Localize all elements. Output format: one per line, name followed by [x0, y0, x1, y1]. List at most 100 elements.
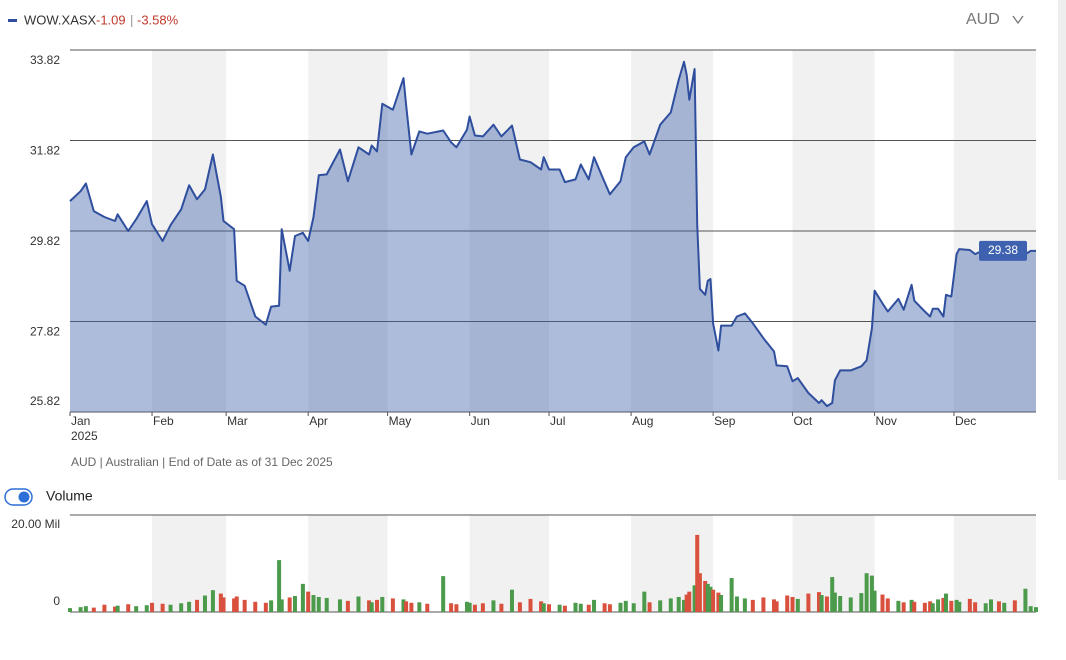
- volume-bar: [467, 602, 472, 612]
- volume-bar: [1012, 600, 1017, 612]
- volume-bar: [112, 606, 117, 612]
- volume-bar: [716, 592, 721, 612]
- volume-bar: [83, 606, 88, 612]
- footer-note: AUD | Australian | End of Date as of 31 …: [71, 455, 333, 469]
- volume-bar: [658, 600, 663, 612]
- volume-bar: [896, 600, 901, 612]
- volume-bar: [824, 596, 829, 612]
- last-price-label: 29.38: [988, 243, 1018, 257]
- x-tick-label: Jun: [471, 414, 490, 428]
- volume-bar: [949, 600, 954, 612]
- volume-bar: [150, 602, 155, 612]
- volume-bar: [557, 604, 562, 612]
- volume-bar: [996, 601, 1001, 612]
- volume-bar: [1002, 602, 1007, 612]
- volume-bar: [909, 599, 914, 612]
- volume-bar: [864, 573, 869, 612]
- volume-bar: [928, 601, 933, 612]
- volume-bar: [547, 604, 552, 612]
- volume-bar: [944, 593, 949, 612]
- volume-bar: [528, 598, 533, 612]
- volume-bar: [901, 602, 906, 612]
- legend-swatch: [8, 19, 17, 22]
- scrollbar[interactable]: [1058, 0, 1066, 480]
- volume-bar: [179, 603, 184, 612]
- last-price-flag: [979, 240, 1027, 261]
- volume-bar: [277, 560, 282, 612]
- volume-bar: [263, 602, 268, 612]
- volume-bar: [922, 602, 927, 612]
- y-tick-label: 20.00 Mil: [11, 517, 60, 531]
- volume-bar: [872, 590, 877, 612]
- x-tick-label: Aug: [632, 414, 653, 428]
- volume-bar: [930, 603, 935, 612]
- volume-bar: [742, 598, 747, 612]
- volume-bar: [848, 597, 853, 612]
- volume-bar: [144, 605, 149, 612]
- volume-bar: [417, 602, 422, 612]
- volume-bar: [115, 605, 120, 612]
- x-tick-label: Sep: [714, 414, 736, 428]
- volume-bar: [195, 599, 200, 612]
- volume-bar: [367, 600, 372, 612]
- volume-bar: [375, 599, 380, 612]
- volume-bar: [954, 599, 959, 612]
- volume-bar: [967, 598, 972, 612]
- x-tick-label: Dec: [955, 414, 976, 428]
- volume-bar: [232, 598, 237, 612]
- volume-bar: [306, 591, 311, 612]
- volume-bar: [957, 601, 962, 612]
- volume-bar: [790, 596, 795, 612]
- price-line: [69, 60, 1036, 408]
- volume-bar: [404, 601, 409, 612]
- volume-bar: [642, 591, 647, 612]
- volume-bar: [390, 598, 395, 612]
- volume-bar: [578, 603, 583, 612]
- volume-bar: [441, 576, 446, 612]
- volume-bar: [618, 602, 623, 612]
- volume-bar: [697, 573, 702, 612]
- volume-bar: [869, 575, 874, 612]
- volume-bar: [187, 601, 192, 612]
- volume-bar: [425, 603, 430, 612]
- x-tick-label: Mar: [227, 414, 248, 428]
- volume-bar: [711, 589, 716, 612]
- y-tick-label: 29.82: [30, 234, 60, 248]
- volume-bar: [647, 602, 652, 612]
- volume-bar: [401, 599, 406, 612]
- x-tick-label: May: [389, 414, 412, 428]
- volume-bar: [449, 603, 454, 612]
- volume-bar: [684, 594, 689, 612]
- volume-bar: [631, 603, 636, 612]
- volume-bar: [816, 592, 821, 612]
- volume-bar: [517, 602, 522, 612]
- volume-bar: [234, 596, 239, 612]
- volume-bar: [785, 595, 790, 612]
- volume-bar: [202, 595, 207, 612]
- volume-bar: [795, 598, 800, 612]
- volume-bar: [607, 604, 612, 612]
- currency-select[interactable]: AUD: [966, 11, 1000, 28]
- volume-bar: [292, 595, 297, 612]
- volume-bar: [409, 602, 414, 612]
- volume-bar: [586, 604, 591, 612]
- dropdown-chevron[interactable]: [1012, 15, 1024, 25]
- volume-bar: [750, 599, 755, 612]
- volume-bar: [160, 603, 165, 612]
- x-tick-label: Nov: [876, 414, 897, 428]
- x-tick-label: Feb: [153, 414, 174, 428]
- volume-bar: [705, 583, 710, 612]
- volume-bar: [703, 580, 708, 612]
- toggle-knob[interactable]: [18, 491, 30, 503]
- volume-bar: [509, 589, 514, 612]
- volume-bar: [324, 597, 329, 612]
- x-tick-label: Oct: [794, 414, 813, 428]
- volume-bar: [221, 597, 226, 612]
- volume-bar: [499, 603, 504, 612]
- volume-bar: [168, 604, 173, 612]
- volume-bar: [676, 596, 681, 612]
- month-band: [308, 515, 388, 612]
- volume-bar: [695, 534, 700, 612]
- month-band: [953, 515, 1036, 612]
- volume-bar: [316, 596, 321, 612]
